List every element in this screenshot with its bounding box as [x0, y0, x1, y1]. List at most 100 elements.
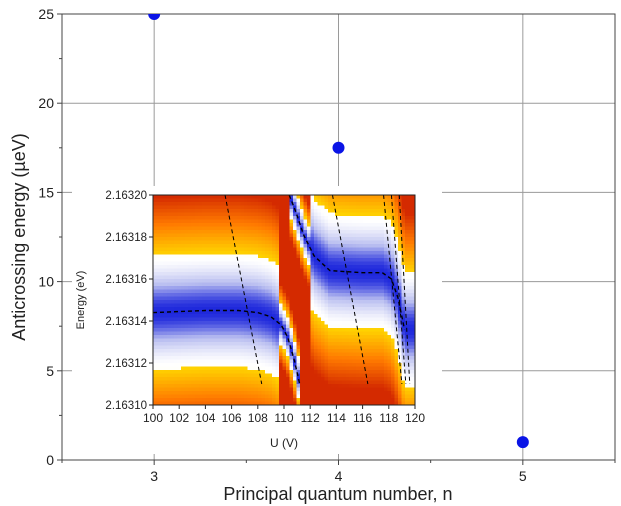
- heatmap-cell: [237, 254, 241, 259]
- heatmap-cell: [328, 195, 332, 199]
- heatmap-cell: [370, 373, 374, 378]
- heatmap-cell: [331, 244, 336, 248]
- heatmap-cell: [401, 359, 406, 364]
- heatmap-cell: [373, 286, 378, 290]
- heatmap-cell: [289, 328, 294, 332]
- heatmap-cell: [205, 321, 210, 325]
- heatmap-cell: [296, 335, 301, 339]
- heatmap-cell: [338, 300, 343, 304]
- heatmap-cell: [366, 345, 371, 350]
- heatmap-cell: [163, 338, 168, 343]
- heatmap-cell: [398, 279, 402, 283]
- heatmap-cell: [177, 275, 182, 280]
- heatmap-cell: [363, 289, 367, 294]
- heatmap-cell: [160, 352, 164, 357]
- heatmap-cell: [338, 398, 343, 402]
- heatmap-cell: [156, 216, 161, 220]
- heatmap-cell: [401, 233, 406, 238]
- heatmap-cell: [363, 223, 367, 227]
- heatmap-cell: [359, 380, 364, 385]
- heatmap-cell: [279, 314, 283, 318]
- heatmap-cell: [345, 307, 350, 311]
- heatmap-cell: [251, 380, 255, 385]
- heatmap-cell: [160, 300, 164, 304]
- heatmap-cell: [282, 226, 287, 231]
- heatmap-cell: [405, 258, 409, 262]
- heatmap-cell: [300, 244, 304, 248]
- heatmap-cell: [296, 359, 301, 364]
- heatmap-cell: [408, 286, 413, 290]
- heatmap-cell: [240, 349, 245, 353]
- heatmap-cell: [230, 265, 234, 269]
- heatmap-cell: [342, 212, 346, 217]
- heatmap-cell: [184, 324, 189, 329]
- heatmap-cell: [401, 205, 406, 210]
- heatmap-cell: [177, 335, 182, 339]
- heatmap-cell: [247, 254, 252, 259]
- heatmap-cell: [345, 247, 350, 252]
- heatmap-cell: [286, 314, 290, 318]
- heatmap-cell: [209, 373, 213, 378]
- heatmap-cell: [212, 331, 217, 336]
- heatmap-cell: [307, 359, 311, 364]
- heatmap-cell: [289, 293, 294, 297]
- heatmap-cell: [205, 202, 210, 206]
- heatmap-cell: [188, 244, 192, 248]
- heatmap-cell: [205, 219, 210, 224]
- heatmap-cell: [240, 261, 245, 266]
- heatmap-cell: [359, 195, 364, 199]
- heatmap-cell: [265, 380, 269, 385]
- heatmap-cell: [177, 268, 182, 273]
- heatmap-cell: [160, 223, 164, 227]
- heatmap-cell: [160, 230, 164, 234]
- heatmap-cell: [184, 370, 189, 374]
- heatmap-cell: [370, 328, 374, 332]
- heatmap-cell: [338, 321, 343, 325]
- heatmap-cell: [268, 223, 273, 227]
- heatmap-cell: [184, 268, 189, 273]
- heatmap-cell: [331, 394, 336, 399]
- heatmap-cell: [359, 282, 364, 287]
- heatmap-cell: [373, 349, 378, 353]
- heatmap-cell: [401, 324, 406, 329]
- heatmap-cell: [342, 380, 346, 385]
- heatmap-cell: [352, 335, 357, 339]
- heatmap-cell: [163, 237, 168, 241]
- heatmap-cell: [335, 324, 339, 329]
- heatmap-cell: [352, 233, 357, 238]
- heatmap-cell: [349, 268, 353, 273]
- heatmap-cell: [296, 363, 301, 367]
- heatmap-cell: [370, 317, 374, 322]
- heatmap-cell: [156, 233, 161, 238]
- main-x-tick-label: 4: [335, 468, 343, 484]
- heatmap-cell: [181, 366, 185, 371]
- heatmap-cell: [268, 205, 273, 210]
- heatmap-cell: [163, 289, 168, 294]
- heatmap-cell: [275, 307, 280, 311]
- heatmap-cell: [230, 226, 234, 231]
- heatmap-cell: [338, 272, 343, 276]
- heatmap-cell: [391, 366, 395, 371]
- heatmap-cell: [156, 391, 161, 395]
- heatmap-cell: [177, 216, 182, 220]
- heatmap-cell: [366, 289, 371, 294]
- heatmap-cell: [286, 370, 290, 374]
- heatmap-cell: [219, 209, 224, 213]
- heatmap-cell: [216, 212, 220, 217]
- heatmap-cell: [331, 293, 336, 297]
- heatmap-cell: [321, 342, 325, 346]
- heatmap-cell: [233, 363, 238, 367]
- heatmap-cell: [289, 377, 294, 381]
- heatmap-cell: [195, 356, 199, 360]
- heatmap-cell: [163, 251, 168, 255]
- heatmap-cell: [184, 205, 189, 210]
- heatmap-cell: [363, 314, 367, 318]
- heatmap-cell: [321, 258, 325, 262]
- heatmap-cell: [209, 240, 213, 245]
- heatmap-cell: [156, 328, 161, 332]
- heatmap-cell: [223, 226, 227, 231]
- heatmap-cell: [324, 349, 329, 353]
- heatmap-cell: [163, 195, 168, 199]
- heatmap-cell: [230, 258, 234, 262]
- heatmap-cell: [163, 398, 168, 402]
